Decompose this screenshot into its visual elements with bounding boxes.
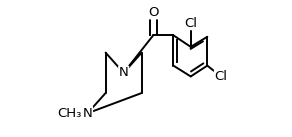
Text: N: N (83, 107, 93, 120)
Text: Cl: Cl (215, 70, 227, 83)
Text: O: O (148, 6, 159, 19)
Text: Cl: Cl (184, 17, 197, 30)
Text: CH₃: CH₃ (57, 107, 82, 120)
Text: N: N (119, 66, 128, 79)
